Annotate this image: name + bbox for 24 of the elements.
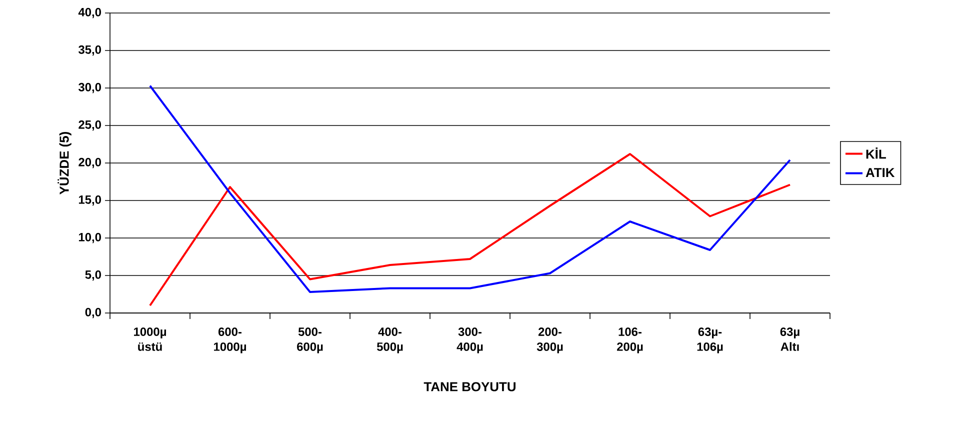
y-tick-label: 40,0 xyxy=(78,8,101,18)
x-tick-label: 300- 400µ xyxy=(456,328,483,354)
y-tick-label: 0,0 xyxy=(85,308,101,318)
line-series xyxy=(149,152,792,306)
x-axis-title: TANE BOYUTU xyxy=(424,382,516,392)
line-series xyxy=(149,84,792,293)
y-tick-label: 20,0 xyxy=(78,158,101,168)
x-tick-label: 1000µ üstü xyxy=(134,328,166,351)
legend-label: KİL xyxy=(866,148,886,159)
y-tick-label: 15,0 xyxy=(78,195,101,206)
y-axis-title: YÜZDE (5) xyxy=(58,132,72,194)
legend-label: ATIK xyxy=(866,168,895,177)
x-tick-label: 63µ Altı xyxy=(780,328,800,351)
y-tick-label: 10,0 xyxy=(78,232,101,244)
y-tick-label: 25,0 xyxy=(78,120,101,131)
x-tick-label: 400- 500µ xyxy=(376,328,403,354)
y-tick-label: 5,0 xyxy=(85,270,101,281)
y-tick-label: 30,0 xyxy=(78,82,101,94)
x-tick-label: 63µ- 106µ xyxy=(697,328,723,354)
x-tick-label: 600- 1000µ xyxy=(214,328,246,354)
x-tick-label: 500- 600µ xyxy=(297,328,323,354)
x-tick-label: 200- 300µ xyxy=(536,328,563,354)
x-tick-label: 106- 200µ xyxy=(617,328,643,354)
y-tick-label: 35,0 xyxy=(78,45,101,56)
